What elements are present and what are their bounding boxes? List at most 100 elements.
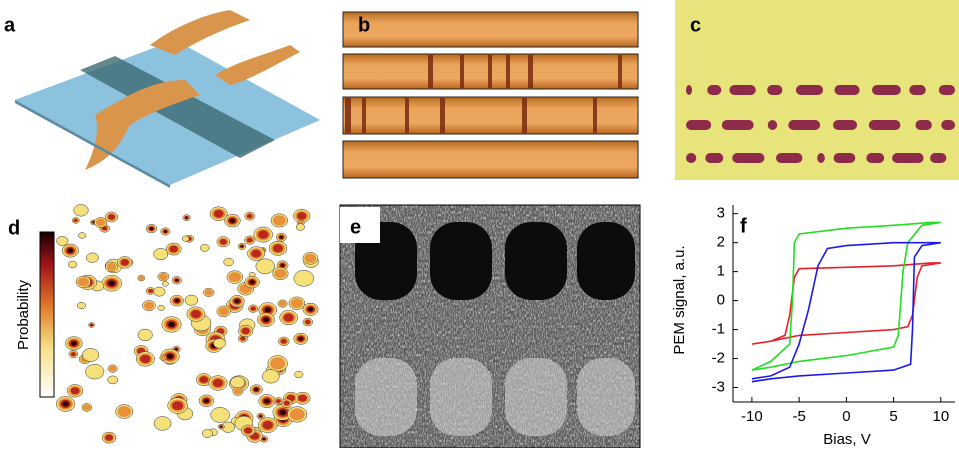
dot <box>872 85 901 95</box>
colorbar-label: Probability <box>15 279 32 350</box>
spot <box>274 269 286 279</box>
dot <box>930 153 946 163</box>
spot <box>169 246 178 253</box>
spot <box>247 238 253 243</box>
spot <box>71 341 77 346</box>
spot <box>240 336 245 340</box>
spot <box>117 406 131 417</box>
loop-line <box>752 222 941 370</box>
x-tick-label: 0 <box>842 408 850 425</box>
dot <box>722 120 754 130</box>
spot <box>108 214 115 220</box>
panel-label: d <box>8 217 20 239</box>
spot <box>77 302 85 309</box>
spot <box>281 339 287 344</box>
spot <box>86 253 98 263</box>
spot <box>251 306 256 310</box>
spot <box>202 429 212 437</box>
dot <box>732 153 764 163</box>
spot <box>68 261 77 268</box>
panel-label: c <box>690 14 701 36</box>
spot <box>92 221 94 223</box>
dot <box>892 153 923 163</box>
spot <box>140 355 150 363</box>
spot <box>211 407 230 422</box>
spot <box>82 348 98 361</box>
panel-label: b <box>358 14 370 36</box>
x-axis-label: Bias, V <box>823 431 871 448</box>
spot <box>296 224 305 231</box>
spot <box>281 264 285 267</box>
panel-label: f <box>740 215 747 237</box>
spot <box>154 417 171 431</box>
spot <box>290 408 305 420</box>
dot <box>866 153 884 163</box>
dot <box>915 120 931 130</box>
spot <box>276 399 281 403</box>
spot <box>220 426 222 428</box>
dot <box>707 85 721 95</box>
x-tick-label: 5 <box>889 408 897 425</box>
spot <box>158 305 165 310</box>
spot <box>262 370 279 384</box>
spot <box>154 287 166 296</box>
spot <box>175 279 178 282</box>
dot <box>729 85 755 95</box>
spot <box>159 273 168 280</box>
panel-b-image <box>343 12 638 178</box>
spot <box>213 338 225 348</box>
figure: a b c d Probability e -3-2-10123-10-5051… <box>0 0 959 448</box>
spot <box>273 215 286 225</box>
spot <box>200 376 209 383</box>
spot <box>279 410 286 415</box>
y-tick-label: -2 <box>712 350 725 367</box>
spot <box>167 354 173 359</box>
spot <box>270 357 285 369</box>
dot <box>833 120 857 130</box>
spot <box>264 399 270 404</box>
spot <box>263 438 266 440</box>
spot <box>254 388 258 391</box>
dot <box>788 120 820 130</box>
spot <box>108 281 115 286</box>
spot <box>258 230 269 238</box>
panel-label: e <box>350 216 361 238</box>
spot <box>280 236 284 239</box>
x-tick-label: -10 <box>741 408 763 425</box>
spot <box>172 401 183 410</box>
spot <box>259 415 262 417</box>
spot <box>138 329 153 341</box>
y-tick-label: -3 <box>712 378 725 395</box>
spot <box>305 320 311 324</box>
spot <box>109 366 116 372</box>
dot <box>705 153 723 163</box>
dot <box>909 85 925 95</box>
spot <box>308 307 313 311</box>
dot <box>834 85 859 95</box>
dot <box>796 85 823 95</box>
spot <box>298 337 303 341</box>
spot <box>150 227 154 230</box>
spot <box>256 259 275 274</box>
spot <box>107 263 117 271</box>
spot <box>295 371 303 378</box>
y-tick-label: 3 <box>717 205 725 222</box>
spot <box>265 307 271 312</box>
spot <box>96 219 106 227</box>
spot <box>244 427 252 433</box>
spot <box>279 301 286 307</box>
spot <box>105 435 113 441</box>
y-tick-label: -1 <box>712 321 725 338</box>
spot <box>162 281 168 286</box>
y-tick-label: 0 <box>717 292 725 309</box>
dot <box>817 153 825 163</box>
spot <box>185 217 188 219</box>
spot <box>242 328 250 335</box>
panel-c-image <box>675 0 959 180</box>
panel-e-image <box>340 205 640 448</box>
dot <box>869 120 901 130</box>
spot <box>251 250 261 258</box>
spot <box>224 258 234 266</box>
spot <box>273 244 283 252</box>
